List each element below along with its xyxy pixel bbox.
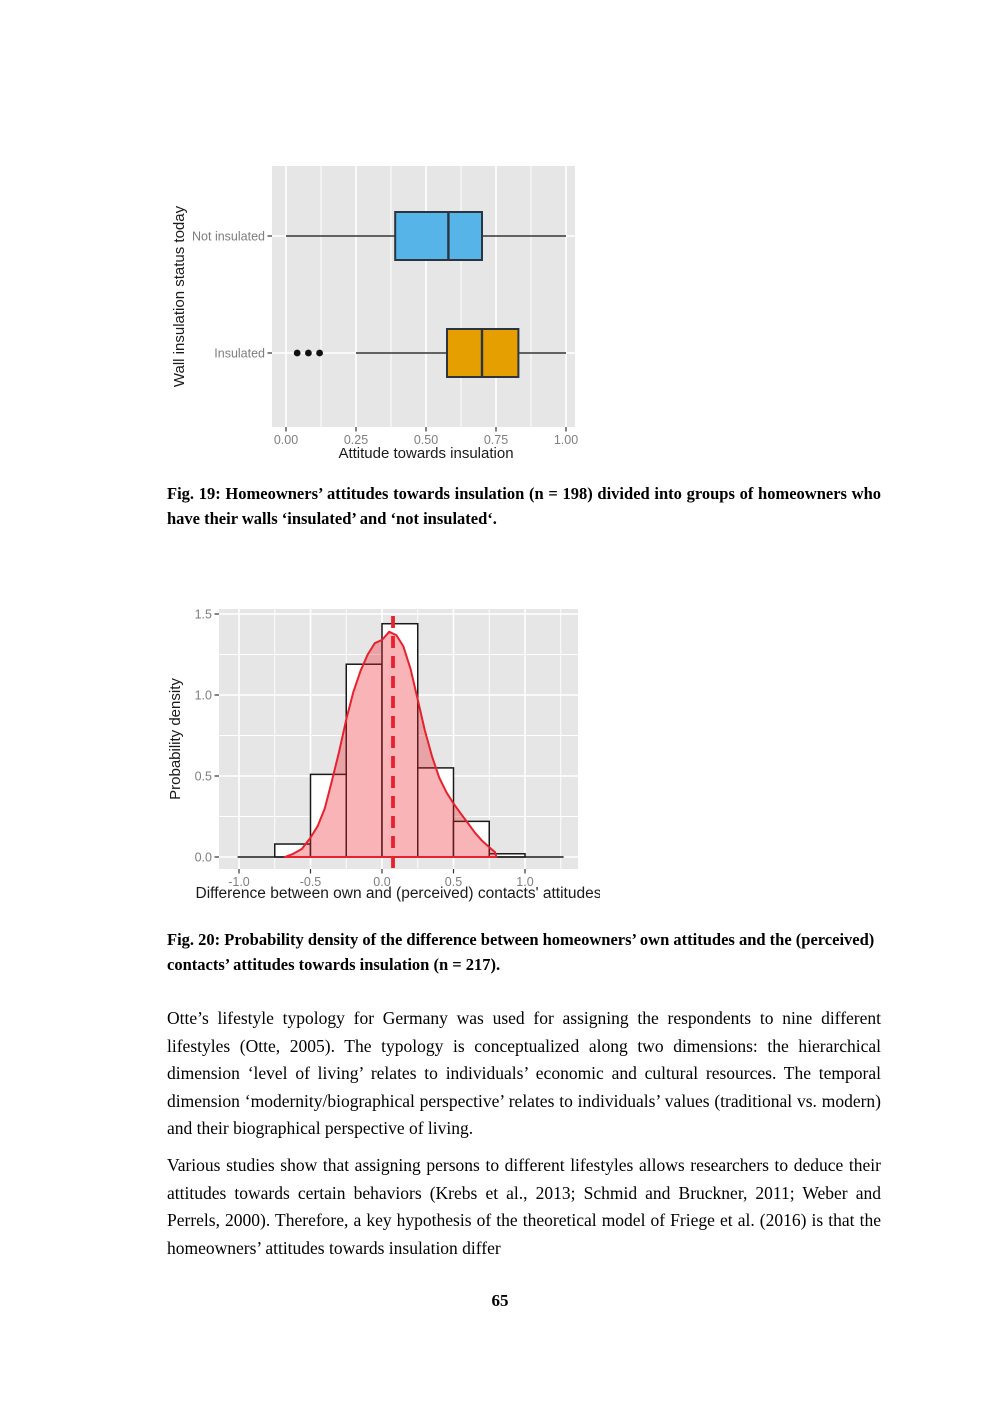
figure19-caption: Fig. 19: Homeowners’ attitudes towards i… [167, 484, 881, 528]
y-category-label: Insulated [214, 347, 265, 361]
outlier-point [305, 349, 312, 357]
x-axis-title: Attitude towards insulation [338, 445, 513, 462]
x-tick-label: 0.0 [373, 875, 390, 889]
histogram-bar [381, 622, 419, 858]
y-category-label: Not insulated [192, 230, 265, 244]
x-tick-label: 1.0 [516, 875, 533, 889]
histogram-bar [417, 767, 455, 858]
figure20-caption: Fig. 20: Probability density of the diff… [167, 930, 875, 974]
figure19-boxplot-svg: Not insulated Insulated 0.00 0.25 0.50 0.75 1.… [171, 166, 578, 462]
x-tick-label: -0.5 [300, 875, 322, 889]
x-tick-label: 1.00 [554, 433, 578, 447]
page-number: 65 [491, 1291, 509, 1310]
x-axis-title: Difference between own and (perceived) c… [196, 885, 600, 902]
y-axis-title: Wall insulation status today [171, 205, 188, 387]
figure19-boxplot-chart: Not insulated Insulated 0.00 0.25 0.50 0.75 1.… [160, 158, 590, 468]
y-tick-label: 0.5 [195, 770, 212, 784]
x-axis: -1.0 -0.5 0.0 0.5 1.0 [228, 869, 534, 889]
y-axis: 0.0 0.5 1.0 1.5 [195, 608, 219, 865]
y-tick-label: 0.0 [195, 851, 212, 865]
panel-background [272, 166, 575, 427]
figure20-histogram-svg: -1.0 -0.5 0.0 0.5 1.0 0.0 0.5 1.0 1.5 Difference … [167, 608, 602, 903]
box-group-insulated [293, 328, 566, 378]
y-axis-title: Probability density [167, 678, 184, 800]
box [394, 211, 483, 261]
x-tick-label: 0.00 [274, 433, 298, 447]
y-tick-label: 1.5 [195, 608, 212, 622]
figure20-histogram-chart: -1.0 -0.5 0.0 0.5 1.0 0.0 0.5 1.0 1.5 Difference … [160, 585, 602, 915]
x-tick-label: 0.25 [344, 433, 368, 447]
x-tick-label: -1.0 [228, 875, 250, 889]
x-axis: 0.00 0.25 0.50 0.75 1.00 [274, 427, 578, 447]
outlier-point [316, 349, 323, 357]
x-tick-label: 0.75 [484, 433, 508, 447]
body-paragraph-1: Otte’s lifestyle typology for Germany wa… [167, 1008, 881, 1139]
density-curve [283, 630, 498, 858]
y-tick-label: 1.0 [195, 689, 212, 703]
x-tick-label: 0.5 [445, 875, 462, 889]
box-group-not-insulated [286, 211, 566, 261]
x-tick-label: 0.50 [414, 433, 438, 447]
outlier-point [293, 349, 301, 357]
histogram-bar [309, 773, 347, 858]
body-paragraph-2: Various studies show that assigning pers… [167, 1155, 881, 1258]
